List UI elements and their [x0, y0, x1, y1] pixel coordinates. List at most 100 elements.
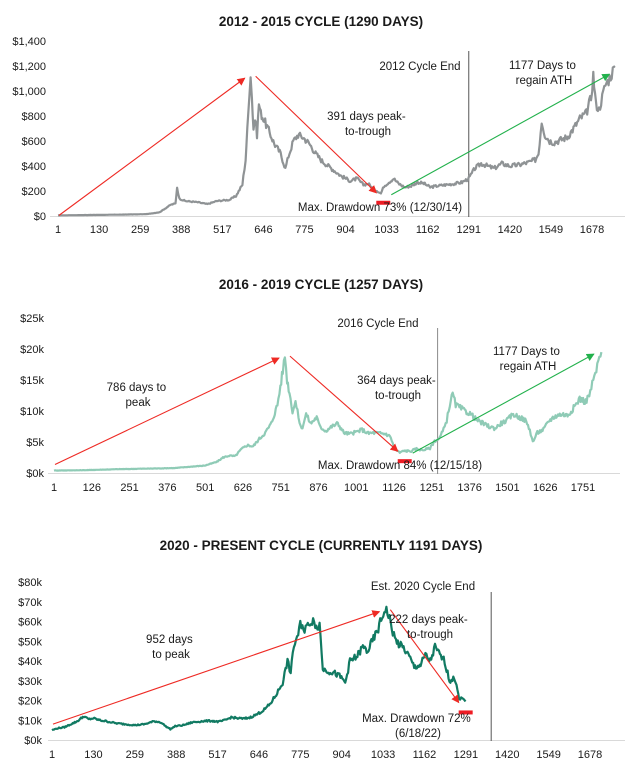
x-tick-label: 1751 — [571, 482, 595, 494]
cycle-end-label: 2016 Cycle End — [337, 318, 418, 330]
x-tick-label: 388 — [167, 749, 185, 761]
days-to-peak-arrow — [58, 77, 246, 216]
x-axis: 1 126 251 376 501 626 751 876 1001 1126 1251 1376 15… — [51, 482, 595, 494]
x-tick-label: 751 — [272, 482, 290, 494]
max-drawdown-marker — [376, 200, 391, 205]
label-line: to-trough — [407, 629, 453, 641]
x-tick-label: 126 — [83, 482, 101, 494]
y-tick-label: $1,200 — [12, 61, 46, 73]
chart-title: 2020 - PRESENT CYCLE (CURRENTLY 1191 DAY… — [160, 538, 483, 553]
price-series-line — [51, 605, 467, 732]
label-line: to-trough — [375, 390, 421, 402]
days-to-peak-arrow — [54, 357, 280, 466]
y-tick-label: $1,400 — [12, 36, 46, 48]
x-tick-label: 1033 — [374, 224, 398, 236]
x-tick-label: 259 — [126, 749, 144, 761]
x-tick-label: 1291 — [454, 749, 478, 761]
y-tick-label: $70k — [18, 597, 42, 609]
y-tick-label: $10k — [20, 406, 44, 418]
x-tick-label: 130 — [84, 749, 102, 761]
chart-title: 2016 - 2019 CYCLE (1257 DAYS) — [219, 277, 423, 292]
x-tick-label: 775 — [295, 224, 313, 236]
days-to-peak-arrow — [52, 610, 381, 725]
x-tick-label: 1162 — [416, 224, 440, 236]
peak-to-trough-arrow — [255, 75, 378, 194]
x-tick-label: 1376 — [457, 482, 481, 494]
y-tick-label: $20k — [18, 696, 42, 708]
x-tick-label: 1549 — [539, 224, 563, 236]
peak-to-trough-arrow — [389, 609, 460, 704]
x-tick-label: 646 — [250, 749, 268, 761]
cycle-end-label: 2012 Cycle End — [379, 61, 460, 73]
x-tick-label: 251 — [120, 482, 138, 494]
label-line: 222 days peak- — [389, 614, 468, 626]
x-tick-label: 876 — [309, 482, 327, 494]
regain-ath-arrow — [412, 353, 595, 454]
y-axis: $0k $10k $20k $30k $40k $50k $60k $70k $80k — [18, 577, 42, 747]
regain-ath-arrow — [391, 73, 611, 196]
peak-to-trough-label: 222 days peak- to-trough — [389, 614, 471, 641]
price-series-line — [53, 351, 603, 472]
x-tick-label: 130 — [90, 224, 108, 236]
y-tick-label: $15k — [20, 375, 44, 387]
label-line: to-trough — [345, 126, 391, 138]
x-tick-label: 1420 — [498, 224, 522, 236]
y-tick-label: $200 — [22, 186, 46, 198]
y-tick-label: $1,000 — [12, 86, 46, 98]
x-tick-label: 1251 — [420, 482, 444, 494]
label-line: 1177 Days to — [493, 346, 560, 358]
x-tick-label: 1626 — [533, 482, 557, 494]
x-tick-label: 1126 — [382, 482, 406, 494]
x-tick-label: 259 — [131, 224, 149, 236]
peak-to-trough-label: 391 days peak- to-trough — [327, 111, 409, 138]
y-axis: $0 $200 $400 $600 $800 $1,000 $1,200 $1,400 — [12, 36, 46, 223]
x-tick-label: 1549 — [536, 749, 560, 761]
y-tick-label: $80k — [18, 577, 42, 589]
y-tick-label: $25k — [20, 313, 44, 325]
label-line: regain ATH — [500, 361, 557, 373]
y-tick-label: $20k — [20, 344, 44, 356]
x-tick-label: 517 — [208, 749, 226, 761]
label-line: regain ATH — [516, 75, 573, 87]
days-to-peak-label: 952 days to peak — [146, 634, 196, 661]
x-tick-label: 626 — [234, 482, 252, 494]
x-tick-label: 646 — [254, 224, 272, 236]
price-series-line — [57, 65, 616, 217]
annotation-arrows — [52, 609, 460, 725]
y-tick-label: $600 — [22, 136, 46, 148]
chart-2012-2015: 2012 - 2015 CYCLE (1290 DAYS) $0 $200 $400… — [12, 14, 625, 236]
y-tick-label: $0k — [26, 468, 44, 480]
regain-ath-label: 1177 Days to regain ATH — [493, 346, 563, 373]
peak-to-trough-arrow — [289, 355, 399, 452]
label-line: Max. Drawdown 72% — [362, 713, 471, 725]
y-tick-label: $5k — [26, 437, 44, 449]
x-tick-label: 1678 — [580, 224, 604, 236]
x-tick-label: 904 — [333, 749, 351, 761]
chart-2020-present: 2020 - PRESENT CYCLE (CURRENTLY 1191 DAY… — [18, 538, 625, 761]
y-tick-label: $0 — [34, 211, 46, 223]
y-tick-label: $400 — [22, 161, 46, 173]
annotation-arrows — [54, 353, 595, 466]
regain-ath-label: 1177 Days to regain ATH — [509, 60, 579, 87]
x-tick-label: 501 — [196, 482, 214, 494]
x-tick-label: 1001 — [344, 482, 368, 494]
label-line: 786 days to — [107, 382, 166, 394]
x-tick-label: 1678 — [578, 749, 602, 761]
days-to-peak-label: 786 days to peak — [107, 382, 170, 409]
x-axis: 1 130 259 388 517 646 775 904 1033 1162 1291 1420 15… — [55, 224, 604, 236]
max-drawdown-label: Max. Drawdown 73% (12/30/14) — [298, 202, 462, 214]
x-tick-label: 1 — [55, 224, 61, 236]
x-tick-label: 1033 — [371, 749, 395, 761]
max-drawdown-label: Max. Drawdown 72% (6/18/22) — [362, 713, 474, 740]
peak-to-trough-label: 364 days peak- to-trough — [357, 375, 439, 402]
max-drawdown-marker — [458, 710, 473, 715]
max-drawdown-label: Max. Drawdown 84% (12/15/18) — [318, 460, 482, 472]
y-tick-label: $40k — [18, 656, 42, 668]
x-tick-label: 1 — [49, 749, 55, 761]
label-line: to peak — [152, 649, 190, 661]
label-line: 391 days peak- — [327, 111, 406, 123]
x-tick-label: 376 — [158, 482, 176, 494]
cycle-end-label: Est. 2020 Cycle End — [371, 581, 475, 593]
x-axis: 1 130 259 388 517 646 775 904 1033 1162 1291 1420 15… — [49, 749, 602, 761]
